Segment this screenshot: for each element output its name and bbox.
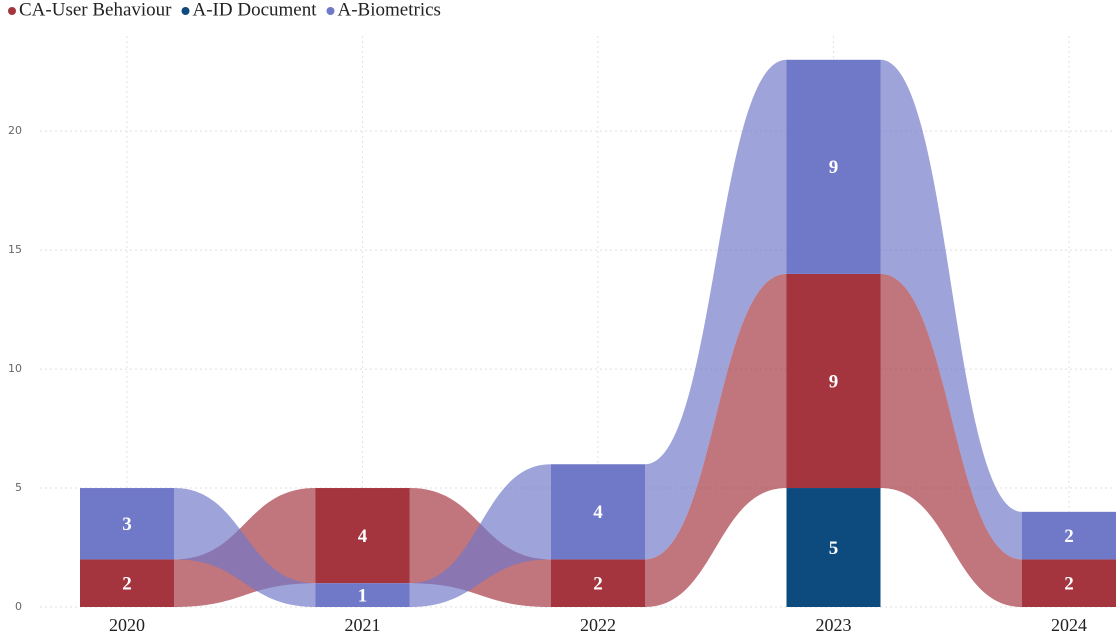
ribbon (409, 464, 551, 607)
value-label: 9 (829, 157, 839, 178)
bar-segment (786, 488, 881, 607)
y-tick-label: 20 (8, 124, 22, 137)
value-label: 3 (122, 514, 132, 535)
bar-segment (315, 583, 410, 607)
bar-segment (80, 559, 174, 607)
ribbon (174, 488, 316, 607)
value-label: 9 (829, 371, 839, 392)
bar-segment (315, 488, 410, 584)
x-tick-label: 2024 (1051, 615, 1087, 635)
value-label: 2 (1064, 574, 1074, 595)
x-tick-label: 2023 (816, 615, 852, 635)
x-tick-label: 2022 (580, 615, 616, 635)
value-label: 2 (593, 574, 603, 595)
value-label: 4 (358, 526, 368, 547)
bar-segment (1022, 511, 1116, 560)
value-label: 2 (1064, 526, 1074, 547)
legend-marker (181, 7, 190, 15)
ribbon (645, 273, 787, 607)
y-tick-label: 15 (8, 243, 22, 256)
ribbon (880, 273, 1022, 607)
ribbon (645, 59, 787, 560)
x-tick-label: 2021 (345, 615, 381, 635)
legend-label: CA-User Behaviour (19, 0, 172, 20)
bar-segment (551, 464, 645, 560)
y-tick-label: 0 (15, 600, 22, 613)
legend-marker (326, 7, 335, 15)
y-tick-label: 5 (15, 481, 22, 494)
value-label: 1 (358, 585, 368, 606)
bar-segment (1022, 559, 1116, 607)
bar-segment (786, 273, 881, 489)
legend-label: A-ID Document (193, 0, 318, 20)
y-tick-label: 10 (8, 362, 22, 375)
value-label: 5 (829, 538, 839, 559)
value-label: 2 (122, 574, 132, 595)
legend-marker (8, 7, 16, 15)
bar-segment (80, 488, 174, 560)
value-label: 4 (593, 502, 603, 523)
bar-segment (551, 559, 645, 607)
ribbon (880, 59, 1022, 560)
ribbons (174, 59, 1022, 607)
bar-segment (786, 59, 881, 274)
legend-label: A-Biometrics (338, 0, 441, 20)
x-tick-label: 2020 (109, 615, 145, 635)
